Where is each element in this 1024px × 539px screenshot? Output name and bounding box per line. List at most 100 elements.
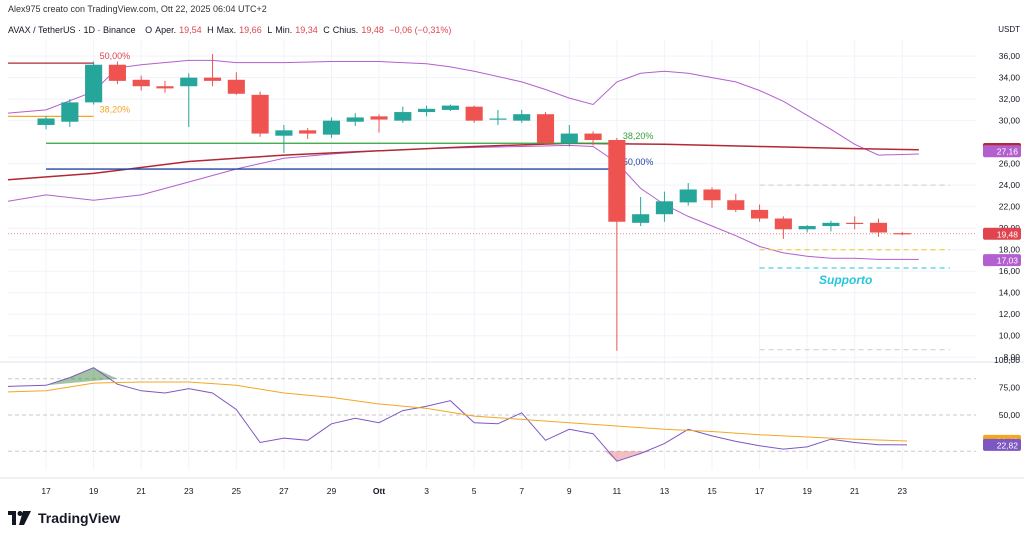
price-tick-label: 26,00 (999, 159, 1021, 169)
fib-level-label: 38,20% (100, 104, 131, 114)
time-tick-label: 13 (660, 486, 670, 496)
candle-body (679, 189, 697, 203)
time-tick-label: 9 (567, 486, 572, 496)
candle-body (703, 189, 721, 201)
candle-body (489, 118, 507, 120)
candle-body (251, 94, 269, 134)
price-tick-label: 34,00 (999, 73, 1021, 83)
low-label: L (267, 25, 273, 35)
candle-body (465, 106, 483, 121)
candle-body (798, 226, 816, 230)
price-badge-text: 17,03 (997, 256, 1019, 266)
candle-body (751, 209, 769, 219)
price-tick-label: 8,00 (1003, 352, 1020, 362)
logo-text: TradingView (38, 510, 121, 526)
candle-body (632, 214, 650, 223)
credit-line: Alex975 creato con TradingView.com, Ott … (8, 4, 270, 14)
time-tick-label: 29 (327, 486, 337, 496)
candle-body (85, 64, 103, 103)
upper-band-line (7, 59, 919, 156)
candle-body (203, 77, 222, 81)
currency-label: USDT (998, 25, 1020, 34)
time-tick-label: 21 (850, 486, 860, 496)
price-tick-label: 36,00 (999, 51, 1021, 61)
symbol-title[interactable]: AVAX / TetherUS · 1D · Binance (8, 25, 136, 35)
candle-body (322, 120, 341, 135)
price-badge-text: 27,16 (997, 147, 1019, 157)
close-prefix: Chius. (332, 25, 359, 35)
candle-body (108, 64, 126, 81)
time-tick-label: 25 (232, 486, 242, 496)
time-tick-label: 19 (89, 486, 99, 496)
close-label: C (323, 25, 330, 35)
fib-level-label: 38,20% (623, 131, 654, 141)
time-tick-label: 23 (184, 486, 194, 496)
fib-level-label: 50,00% (623, 157, 654, 167)
lower-band-line (7, 144, 919, 260)
price-tick-label: 16,00 (999, 266, 1021, 276)
low-value: 19,34 (295, 25, 318, 35)
price-tick-label: 10,00 (999, 331, 1021, 341)
candle-body (584, 133, 602, 141)
candle-body (727, 200, 745, 210)
low-prefix: Min. (275, 25, 293, 35)
candle-body (227, 79, 245, 94)
moving-average-line (7, 142, 919, 181)
price-badge-text: 19,48 (997, 229, 1019, 239)
candle-body (869, 222, 888, 233)
rsi-pane (7, 367, 976, 462)
high-label: H (207, 25, 214, 35)
time-tick-label: 27 (279, 486, 289, 496)
rsi-oversold-area (605, 451, 653, 462)
rsi-tick-label: 100,00 (994, 355, 1020, 365)
price-tick-label: 32,00 (999, 94, 1021, 104)
candle-body (822, 222, 840, 227)
rsi-tick-label: 75,00 (999, 383, 1021, 393)
time-tick-label: 7 (519, 486, 524, 496)
support-label: Supporto (819, 273, 872, 287)
price-badge-bg (983, 254, 1021, 267)
rsi-badge-bg (983, 438, 1021, 451)
time-tick-label: 3 (424, 486, 429, 496)
close-value: 19,48 (361, 25, 384, 35)
change-value: −0,06 (−0,31%) (389, 25, 452, 35)
time-tick-label: Ott (373, 486, 385, 496)
price-tick-label: 30,00 (999, 116, 1021, 126)
price-tick-label: 18,00 (999, 245, 1021, 255)
time-tick-label: 17 (41, 486, 51, 496)
candle-body (394, 112, 412, 121)
price-badge-bg (983, 145, 1021, 158)
credit-text: Alex975 creato con TradingView.com, Ott … (8, 4, 267, 14)
candle-body (846, 222, 864, 225)
high-value: 19,66 (239, 25, 262, 35)
candle-body (774, 218, 792, 230)
candle-body (346, 117, 364, 122)
time-tick-label: 17 (755, 486, 765, 496)
open-prefix: Aper. (155, 25, 177, 35)
time-tick-label: 19 (802, 486, 812, 496)
candle-body (418, 108, 436, 113)
candle-body (608, 140, 626, 222)
candle-body (37, 118, 55, 125)
fib-level-label: 50,00% (100, 51, 131, 61)
candle-body (156, 86, 174, 89)
rsi-badge-text: 22,82 (997, 440, 1019, 450)
candle-body (61, 102, 79, 122)
tradingview-logo: TradingView (8, 510, 120, 526)
time-tick-label: 5 (472, 486, 477, 496)
candle-body (513, 114, 531, 121)
candle-body (180, 77, 198, 87)
price-tick-label: 24,00 (999, 180, 1021, 190)
candle-body (560, 133, 578, 144)
price-badge-bg (983, 227, 1021, 240)
candle-body (441, 105, 459, 110)
rsi-tick-label: 50,00 (999, 410, 1021, 420)
candle-body (536, 114, 555, 144)
open-value: 19,54 (179, 25, 202, 35)
candle-body (655, 201, 673, 215)
price-tick-label: 22,00 (999, 202, 1021, 212)
candle-body (893, 233, 911, 235)
time-tick-label: 23 (898, 486, 908, 496)
ohlc-header: AVAX / TetherUS · 1D · Binance O Aper. 19,… (8, 25, 454, 35)
